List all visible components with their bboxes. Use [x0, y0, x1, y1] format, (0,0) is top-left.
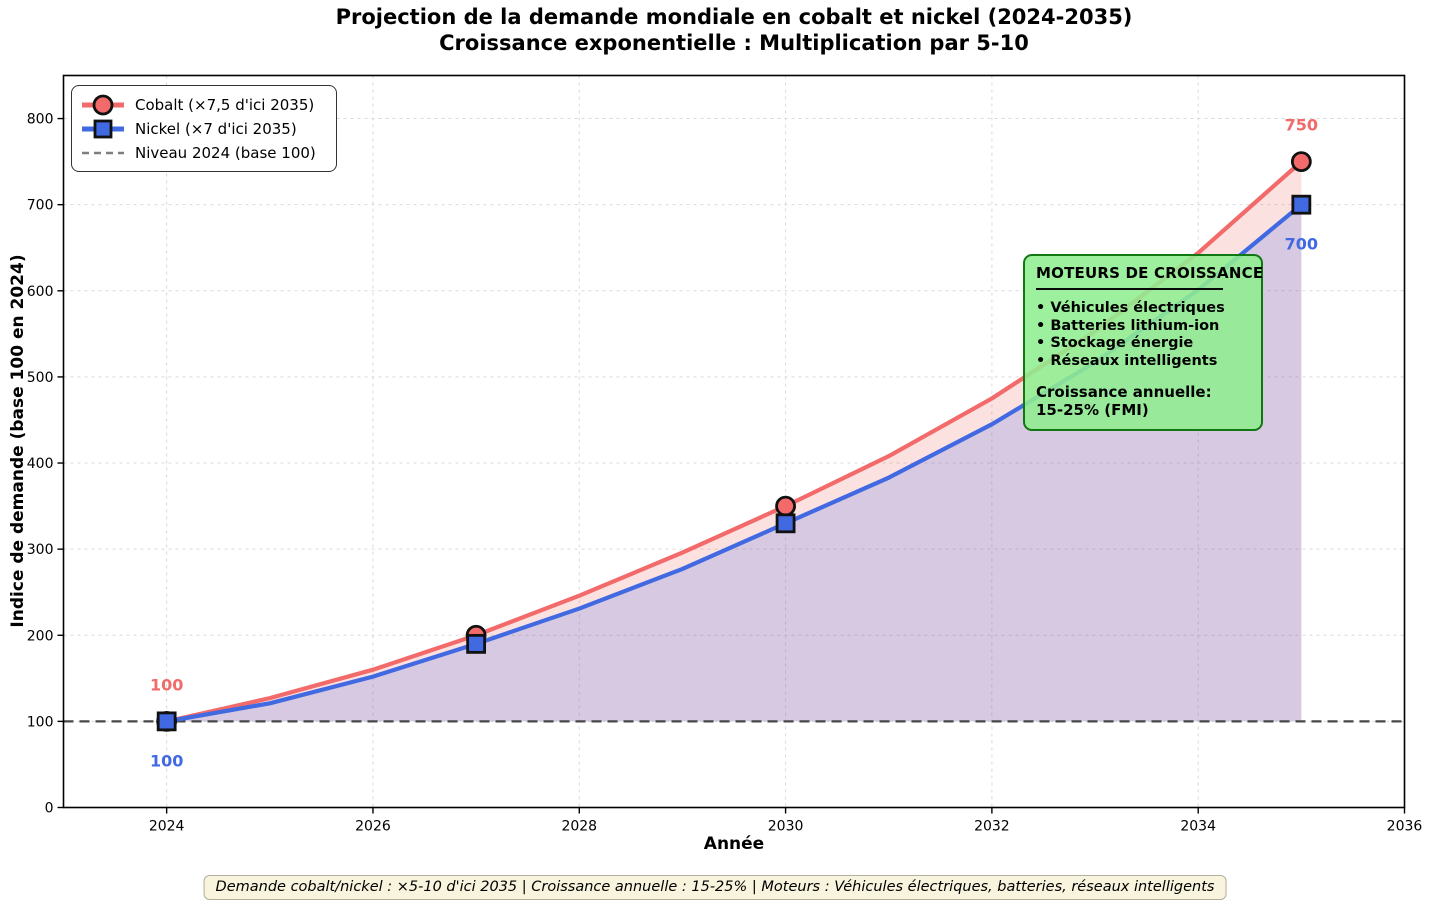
summary-caption: Demande cobalt/nickel : ×5-10 d'ici 2035…	[203, 875, 1227, 900]
tick-layer: 2024 2026 2028 2030 2032 2034 2036 0 100 200 300 40…	[27, 112, 1423, 835]
y-tick-label-500: 500	[27, 370, 54, 386]
y-axis-label: Indice de demande (base 100 en 2024)	[8, 254, 28, 628]
point-label-100-2024: 100	[150, 675, 183, 694]
growth-item-storage: • Stockage énergie	[1036, 335, 1194, 352]
nickel-marker-2035	[1291, 194, 1312, 215]
legend-item-nickel: Nickel (×7 d'ici 2035)	[80, 117, 326, 141]
chart-title-line1: Projection de la demande mondiale en cob…	[335, 5, 1133, 29]
cobalt-marker-2035	[1290, 151, 1312, 173]
x-tick-label-2026: 2026	[355, 819, 391, 835]
point-label-layer: 100 100 750 700	[150, 116, 1318, 771]
y-tick-label-800: 800	[27, 112, 54, 128]
area-fill-nickel	[166, 204, 1302, 722]
marker-layer	[156, 151, 1312, 732]
nickel-marker-2027	[466, 633, 487, 654]
y-tick-label-300: 300	[27, 542, 54, 558]
x-tick-label-2032: 2032	[974, 819, 1010, 835]
y-tick-label-200: 200	[27, 628, 54, 644]
growth-drivers-box: MOTEURS DE CROISSANCE • Véhicules électr…	[1023, 254, 1264, 432]
legend-label-cobalt: Cobalt (×7,5 d'ici 2035)	[135, 96, 315, 114]
fill-layer	[166, 161, 1302, 722]
legend-label-nickel: Nickel (×7 d'ici 2035)	[135, 120, 297, 138]
legend: Cobalt (×7,5 d'ici 2035) Nickel (×7 d'ic…	[71, 85, 337, 172]
x-axis-label: Année	[703, 834, 765, 854]
growth-item-ev: • Véhicules électriques	[1036, 300, 1225, 316]
growth-item-grids: • Réseaux intelligents	[1036, 352, 1218, 369]
area-fill-cobalt	[166, 161, 1302, 722]
x-tick-label-2030: 2030	[768, 819, 804, 835]
x-tick-label-2024: 2024	[149, 819, 185, 835]
x-tick-label-2028: 2028	[561, 819, 597, 835]
legend-item-cobalt: Cobalt (×7,5 d'ici 2035)	[80, 93, 326, 117]
plot-spines	[62, 74, 1406, 809]
y-tick-label-400: 400	[27, 456, 54, 472]
dashed-line-swatch-icon	[82, 151, 124, 155]
chart-title: Projection de la demande mondiale en cob…	[336, 5, 1133, 57]
point-label-700-2035: 700	[1285, 235, 1318, 254]
y-tick-label-100: 100	[27, 714, 54, 730]
nickel-line-square-swatch-icon	[82, 119, 124, 139]
y-tick-label-0: 0	[45, 801, 54, 817]
growth-box-title: MOTEURS DE CROISSANCE	[1036, 264, 1264, 282]
nickel-marker-2024	[156, 711, 177, 732]
x-tick-label-2034: 2034	[1180, 819, 1216, 835]
growth-footer-line2: 15-25% (FMI)	[1036, 400, 1149, 419]
point-label-100-2024: 100	[150, 751, 183, 770]
growth-box-list: • Véhicules électriques • Batteries lith…	[1036, 300, 1250, 370]
chart-title-line2: Croissance exponentielle : Multiplicatio…	[439, 30, 1029, 55]
y-tick-label-600: 600	[27, 284, 54, 300]
y-tick-label-700: 700	[27, 198, 54, 214]
cobalt-line-circle-swatch-icon	[82, 94, 124, 116]
growth-footer-line1: Croissance annuelle:	[1036, 383, 1212, 402]
cobalt-marker-2030	[775, 495, 796, 517]
growth-box-divider	[1036, 288, 1223, 290]
legend-item-baseline: Niveau 2024 (base 100)	[80, 141, 326, 165]
x-tick-label-2036: 2036	[1387, 819, 1423, 835]
legend-label-baseline: Niveau 2024 (base 100)	[135, 144, 316, 162]
point-label-750-2035: 750	[1285, 116, 1318, 135]
nickel-marker-2030	[775, 513, 796, 534]
growth-box-footer: Croissance annuelle: 15-25% (FMI)	[1036, 384, 1250, 419]
growth-item-batteries: • Batteries lithium-ion	[1036, 317, 1220, 334]
